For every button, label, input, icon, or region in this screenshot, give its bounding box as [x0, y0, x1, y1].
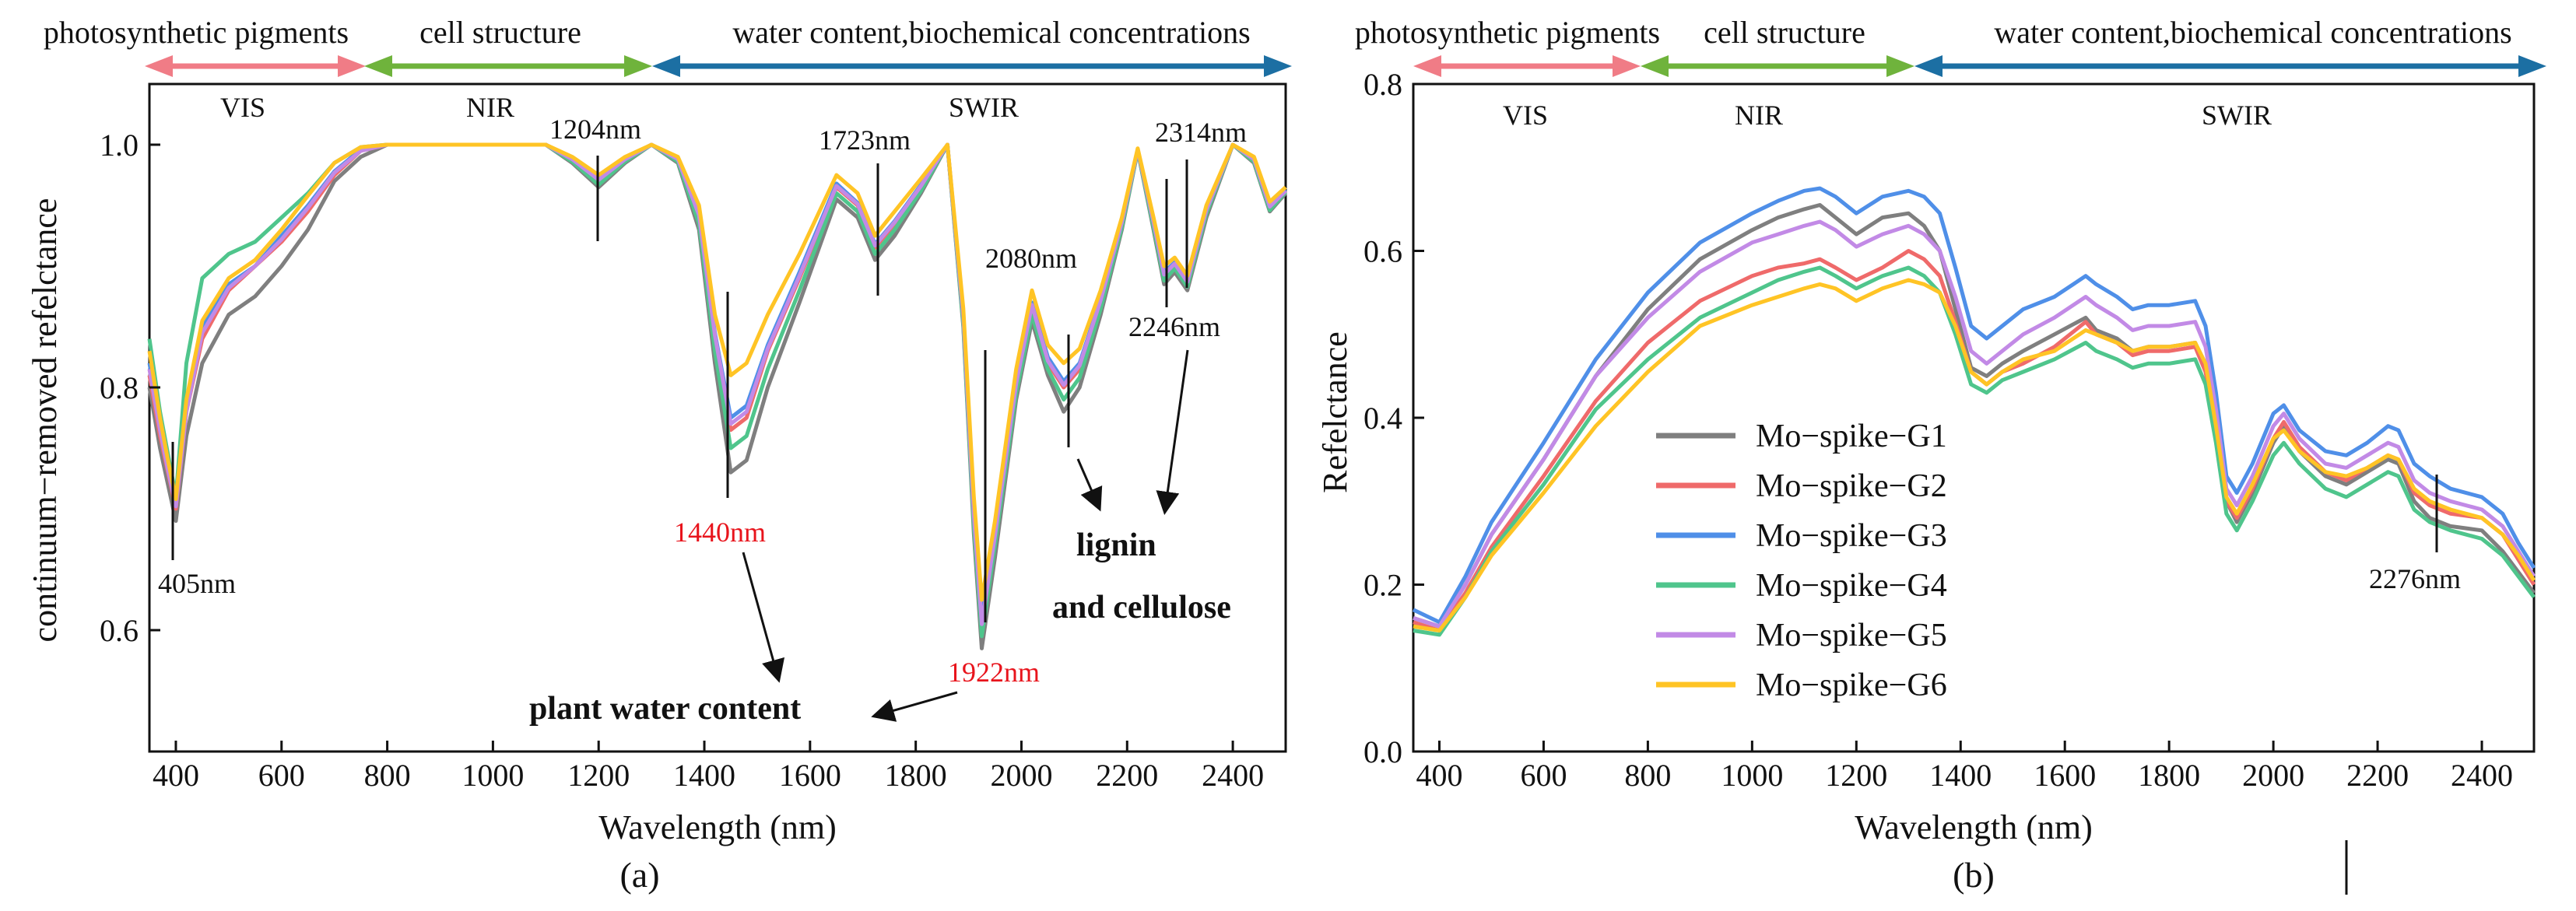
- y-axis-title-a: continuum−removed refelctance: [26, 198, 64, 643]
- region-swir: SWIR: [949, 92, 1019, 123]
- y-tick-label: 0.8: [1363, 67, 1402, 102]
- series-line-4: [1413, 265, 2536, 637]
- series-lines-a: [147, 142, 1287, 650]
- label-2246nm: 2246nm: [1128, 311, 1220, 342]
- label-2314nm: 2314nm: [1155, 117, 1247, 148]
- series-line-5: [1413, 219, 2536, 629]
- y-tick-label: 0.6: [1363, 234, 1402, 269]
- y-tick-label: 0.8: [100, 370, 139, 405]
- axis-ticks-b: 400 600 800 1000 1200 1400 1600 1800 2000 2200 240…: [1363, 67, 2513, 793]
- label-1922nm: 1922nm: [948, 657, 1040, 688]
- region-swir-b: SWIR: [2202, 100, 2272, 131]
- annotation-arrows-a: [742, 349, 1189, 722]
- arrow-1922-to-water: [871, 691, 958, 722]
- arrow-2314-to-lignin: [1156, 349, 1189, 515]
- legend-label: Mo−spike−G4: [1756, 568, 1947, 604]
- series-line-2: [1413, 249, 2536, 632]
- y-tick-label: 0.0: [1363, 734, 1402, 769]
- band-arrow-pigments: [145, 55, 366, 77]
- x-axis-title-a: Wavelength (nm): [598, 808, 837, 846]
- x-tick-label: 1400: [673, 758, 735, 793]
- label-405nm: 405nm: [158, 568, 236, 599]
- axis-ticks-a: 400 600 800 1000 1200 1400 1600 1800 2000 2200 240…: [100, 128, 1264, 793]
- panel-a: photosynthetic pigments cell structure w…: [26, 15, 1292, 895]
- label-1204nm: 1204nm: [549, 114, 641, 145]
- series-lines-b: [1412, 186, 2536, 637]
- x-tick-label: 1600: [779, 758, 841, 793]
- x-tick-label: 2200: [2346, 758, 2409, 793]
- series-line-6: [1413, 278, 2536, 632]
- band-label-cell-b: cell structure: [1704, 15, 1865, 50]
- region-nir-b: NIR: [1735, 100, 1783, 131]
- label-plant-water-content: plant water content: [529, 691, 801, 727]
- label-1440nm: 1440nm: [674, 517, 766, 548]
- x-tick-label: 1400: [1929, 758, 1992, 793]
- x-tick-label: 2000: [2242, 758, 2304, 793]
- y-tick-label: 0.6: [100, 613, 139, 648]
- arrow-1440-to-water: [742, 552, 785, 683]
- arrow-2080-to-lignin: [1076, 458, 1103, 512]
- region-vis-b: VIS: [1503, 100, 1548, 131]
- x-tick-label: 1200: [1825, 758, 1887, 793]
- y-tick-label: 0.2: [1363, 568, 1402, 603]
- x-tick-label: 800: [1624, 758, 1671, 793]
- x-tick-label: 400: [1416, 758, 1462, 793]
- y-axis-title-b: Refelctance: [1316, 331, 1354, 493]
- label-lignin: lignin: [1076, 527, 1156, 563]
- band-arrow-pigments-b: [1413, 55, 1641, 77]
- panel-b: photosynthetic pigments cell structure w…: [1316, 15, 2546, 895]
- band-arrow-water-b: [1914, 55, 2546, 77]
- x-tick-label: 1200: [567, 758, 630, 793]
- region-nir: NIR: [466, 92, 514, 123]
- panel-label-b: (b): [1953, 855, 1995, 895]
- band-label-cell: cell structure: [419, 15, 581, 50]
- x-tick-label: 1800: [885, 758, 947, 793]
- legend: Mo−spike−G1 Mo−spike−G2 Mo−spike−G3 Mo−spik…: [1656, 419, 1947, 703]
- y-tick-label: 0.4: [1363, 401, 1402, 436]
- x-tick-label: 1000: [462, 758, 524, 793]
- x-tick-label: 800: [364, 758, 411, 793]
- band-label-pigments-b: photosynthetic pigments: [1355, 15, 1660, 50]
- x-tick-label: 2200: [1096, 758, 1158, 793]
- legend-label: Mo−spike−G1: [1756, 419, 1947, 454]
- region-vis: VIS: [220, 92, 265, 123]
- x-tick-label: 2400: [2451, 758, 2513, 793]
- band-label-water-b: water content,biochemical concentrations: [1994, 15, 2511, 50]
- annotation-marker-lines-a: [171, 156, 1188, 622]
- x-tick-label: 2000: [990, 758, 1052, 793]
- series-line-6: [147, 142, 1287, 602]
- legend-label: Mo−spike−G3: [1756, 518, 1947, 554]
- x-tick-label: 1800: [2138, 758, 2200, 793]
- legend-label: Mo−spike−G2: [1756, 468, 1947, 504]
- band-label-pigments: photosynthetic pigments: [44, 15, 349, 50]
- label-and-cellulose: and cellulose: [1052, 590, 1231, 625]
- label-1723nm: 1723nm: [819, 124, 911, 156]
- y-tick-label: 1.0: [100, 128, 139, 163]
- x-axis-title-b: Wavelength (nm): [1855, 808, 2093, 846]
- plot-frame-b: [1412, 82, 2536, 753]
- label-2080nm: 2080nm: [985, 243, 1077, 274]
- series-line-3: [1412, 186, 2536, 625]
- band-arrow-water: [652, 55, 1292, 77]
- legend-label: Mo−spike−G6: [1756, 667, 1947, 703]
- x-tick-label: 600: [258, 758, 305, 793]
- x-tick-label: 600: [1520, 758, 1567, 793]
- x-tick-label: 1000: [1721, 758, 1783, 793]
- band-arrow-cell: [364, 55, 652, 77]
- x-tick-label: 400: [153, 758, 199, 793]
- series-line-1: [1413, 203, 2536, 629]
- legend-label: Mo−spike−G5: [1756, 618, 1947, 653]
- x-tick-label: 2400: [1202, 758, 1264, 793]
- series-line-1: [147, 142, 1287, 650]
- plot-frame-a: [148, 82, 1287, 753]
- x-tick-label: 1600: [2034, 758, 2096, 793]
- band-arrow-cell-b: [1641, 55, 1914, 77]
- panel-label-a: (a): [619, 855, 659, 895]
- label-2276nm: 2276nm: [2369, 563, 2461, 594]
- band-label-water: water content,biochemical concentrations: [732, 15, 1250, 50]
